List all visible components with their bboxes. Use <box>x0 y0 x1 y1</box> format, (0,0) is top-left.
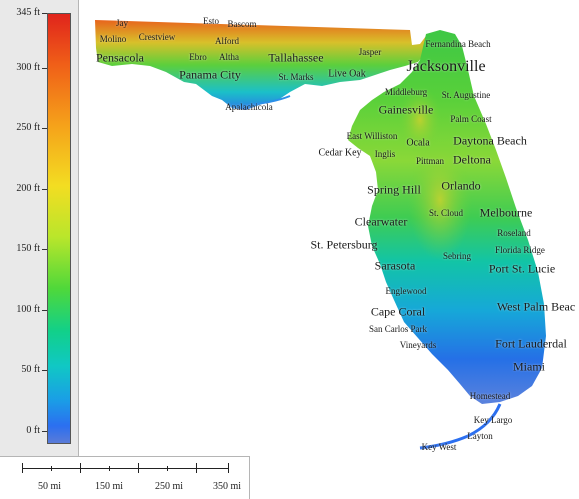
city-label: St. Petersburg <box>310 237 378 252</box>
florida-elevation-map <box>95 20 546 450</box>
city-label: Deltona <box>453 152 491 167</box>
city-label: Esto <box>202 16 220 26</box>
elevation-legend: 345 ft 300 ft 250 ft 200 ft 150 ft 100 ft 50 f… <box>0 0 79 456</box>
city-label: Pittman <box>415 156 445 166</box>
city-label: Alford <box>215 36 239 46</box>
city-label: Spring Hill <box>367 182 421 197</box>
city-label: Cedar Key <box>318 147 362 159</box>
city-label: Panama City <box>179 67 241 82</box>
city-label: Homestead <box>469 391 511 401</box>
city-label: Orlando <box>441 178 481 193</box>
city-label: Fernandina Beach <box>425 39 491 49</box>
colorbar-tick-label: 0 ft <box>26 425 40 436</box>
city-label: Melbourne <box>479 205 533 220</box>
scale-bar-label: 150 mi <box>95 481 124 492</box>
scale-bar-major-tick <box>228 463 229 473</box>
scale-bar-major-tick <box>22 463 23 473</box>
scale-bar-major-tick <box>80 463 81 473</box>
city-label: Ebro <box>189 52 207 62</box>
distance-scale-bar: 50 mi 150 mi 250 mi 350 mi <box>0 456 250 499</box>
colorbar-tick <box>42 13 47 14</box>
scale-bar-label: 50 mi <box>38 481 62 492</box>
city-label: Daytona Beach <box>453 133 527 148</box>
florida-keys <box>419 403 502 450</box>
scale-bar-minor-tick <box>167 466 168 471</box>
city-label: Ocala <box>406 137 430 149</box>
scale-bar-minor-tick <box>51 466 52 471</box>
city-label: Fort Lauderdal <box>495 336 567 351</box>
city-label: Jay <box>116 18 128 28</box>
scale-bar-major-tick <box>138 463 139 473</box>
city-label: Key West <box>421 442 457 452</box>
colorbar-tick <box>42 68 47 69</box>
big-bend-coast <box>231 95 291 109</box>
scale-bar-minor-tick <box>109 466 110 471</box>
city-label: Roseland <box>497 228 531 238</box>
city-label: Cape Coral <box>370 304 426 319</box>
city-label: Sebring <box>443 251 471 261</box>
city-label: Jacksonville <box>406 58 486 75</box>
city-label: Clearwater <box>354 214 408 229</box>
city-label: Vineyards <box>399 340 437 350</box>
central-ridge-highland <box>408 140 472 260</box>
city-label: Miami <box>513 359 545 374</box>
colorbar-tick-label: 300 ft <box>16 62 40 73</box>
city-label: St. Augustine <box>441 90 491 100</box>
scale-bar-label: 250 mi <box>155 481 184 492</box>
colorbar-tick <box>42 370 47 371</box>
city-label: Apalachicola <box>225 102 273 112</box>
city-label: East Williston <box>346 131 398 141</box>
elevation-colorbar <box>47 13 71 444</box>
city-label: Crestview <box>138 32 176 42</box>
city-label: Key Largo <box>473 415 513 425</box>
colorbar-tick-label: 250 ft <box>16 122 40 133</box>
city-label: Palm Coast <box>450 114 492 124</box>
scale-bar-line <box>22 468 228 469</box>
city-label: Inglis <box>374 149 396 159</box>
city-label: Layton <box>467 431 493 441</box>
city-label: Gainesville <box>378 102 434 117</box>
colorbar-tick-label: 150 ft <box>16 243 40 254</box>
colorbar-tick-label: 345 ft <box>16 7 40 18</box>
colorbar-tick-label: 100 ft <box>16 304 40 315</box>
colorbar-tick-label: 50 ft <box>21 364 40 375</box>
city-label: West Palm Beac <box>496 299 576 314</box>
city-label: Molino <box>99 34 127 44</box>
city-label: Englewood <box>385 286 427 296</box>
city-label: Florida Ridge <box>495 245 545 255</box>
city-label: Pensacola <box>96 50 144 65</box>
north-highland <box>398 86 442 154</box>
city-label: St. Cloud <box>428 208 464 218</box>
colorbar-tick-label: 200 ft <box>16 183 40 194</box>
city-label: Altha <box>219 52 239 62</box>
scale-bar-major-tick <box>196 463 197 473</box>
city-label: St. Marks <box>278 72 314 82</box>
colorbar-tick <box>42 128 47 129</box>
colorbar-tick <box>42 189 47 190</box>
panhandle-landmass <box>95 20 428 110</box>
colorbar-tick <box>42 310 47 311</box>
city-label: Bascom <box>227 19 257 29</box>
city-label: Sarasota <box>374 258 416 273</box>
city-label: Tallahassee <box>268 50 324 65</box>
colorbar-tick <box>42 249 47 250</box>
city-label: Jasper <box>358 47 382 57</box>
city-label: San Carlos Park <box>369 324 427 334</box>
city-label: Port St. Lucie <box>488 261 556 276</box>
scale-bar-label: 350 mi <box>213 481 242 492</box>
city-label: Middleburg <box>384 87 428 97</box>
colorbar-tick <box>42 431 47 432</box>
city-label: Live Oak <box>328 68 366 80</box>
